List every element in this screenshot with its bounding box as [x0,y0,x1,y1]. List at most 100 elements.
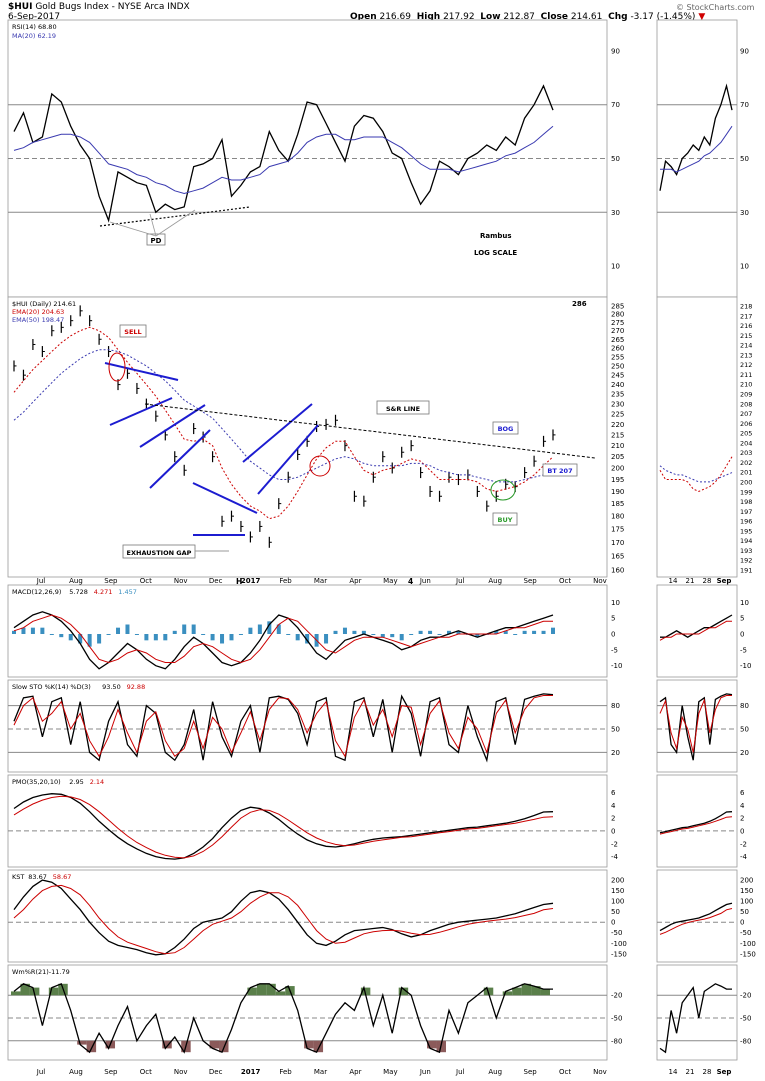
kst-tick-label: -50 [611,929,622,937]
bog-label: BOG [498,425,514,433]
macd-histogram-bar [456,630,461,634]
pmo-tick-label: 6 [611,789,616,797]
price-side-tick-label: 213 [740,351,752,359]
willr-series-wm-r [13,982,553,1054]
reversal-circle [309,455,331,477]
price-tick-label: 195 [611,476,624,484]
price-side-tick-label: 192 [740,557,752,565]
axis-marker-4: 4 [408,577,413,586]
trend-line [109,397,173,426]
pmo-panel-frame [7,774,608,868]
rsi-series-ma-20- [13,125,554,195]
rsi-legend-entry: MA(20) 62.19 [12,32,56,40]
price-tick-label: 200 [611,464,624,472]
price-side-tick-label: 203 [740,449,752,457]
macd-histogram-bar [352,630,357,634]
macd-histogram-bar [220,634,225,644]
price-tick-label: 250 [611,362,624,370]
pmo-series-pmo [13,793,554,860]
willr-oversold-fill [427,1040,437,1049]
open-label: Open [350,12,377,22]
willr-overbought-fill [521,983,532,996]
rsi-legend-entry: RSI(14) 68.80 [12,23,57,31]
macd-histogram-bar [30,627,35,634]
macd-histogram-bar [390,634,395,638]
macd-legend-entry: MACD(12,26,9) [12,588,61,596]
macd-histogram-bar [106,634,111,635]
kst-side-tick-label: 200 [740,877,753,885]
pmo-side-tick-label: -4 [740,853,748,861]
side-x-tick-label: 14 [669,577,678,585]
symbol: $HUI [8,2,33,12]
pmo-tick-label: 0 [611,827,615,835]
x-tick-label: Jul [36,577,46,585]
sto-side-tick-label: 20 [740,749,749,757]
x-tick-label: Feb [279,1068,292,1076]
price-side-tick-label: 212 [740,361,752,369]
macd-histogram-bar [286,634,291,635]
high-value: 217.92 [443,12,475,22]
price-tick-label: 220 [611,421,624,429]
macd-histogram-bar [116,627,121,634]
kst-side-tick-label: -100 [740,940,756,948]
price-side-tick-label: 200 [740,479,752,487]
sto-legend-entry: Slow STO %K(14) %D(3) [12,683,91,691]
kst-series-kst [13,879,554,956]
x-tick-label: Jul [455,1068,465,1076]
rsi-tick-label: 30 [611,209,620,217]
macd-side-tick-label: -5 [740,646,747,654]
price-tick-label: 260 [611,344,624,352]
rsi-side-series [659,83,733,191]
pd-box [146,233,166,246]
price-side-tick-label: 214 [740,342,752,350]
macd-side-tick-label: 0 [740,631,744,639]
macd-histogram-bar [532,630,537,634]
macd-histogram-bar [399,634,404,641]
x-tick-label: May [383,577,397,585]
macd-histogram-bar [380,634,385,638]
macd-histogram-bar [238,634,243,635]
price-tick-label: 225 [611,411,624,419]
kst-legend-entry: KST [12,873,24,881]
rsi-side-tick-label: 30 [740,209,749,217]
close-value: 214.61 [570,12,603,22]
pmo-series-signal [13,795,554,859]
x-tick-label: Aug [488,1068,502,1076]
macd-histogram-bar [371,634,376,635]
macd-tick-label: 10 [611,599,620,607]
willr-overbought-fill [502,991,513,996]
willr-overbought-fill [48,987,59,996]
macd-histogram-bar [333,630,338,634]
chart-title: $HUI Gold Bugs Index - NYSE Arca INDX [8,2,190,12]
pmo-side-series [659,816,733,835]
macd-histogram-bar [295,634,300,641]
macd-histogram-bar [78,634,83,644]
willr-legend-entry: Wm%R(21) [12,968,49,976]
sr-line-label-box [376,400,430,415]
x-tick-label: Nov [593,1068,607,1076]
chg-label: Chg [608,12,628,22]
kst-tick-label: 50 [611,908,620,916]
price-tick-label: 185 [611,500,624,508]
pmo-tick-label: 4 [611,802,616,810]
price-side-frame [656,296,738,578]
price-tick-label: 165 [611,552,624,560]
macd-histogram-bar [134,634,139,635]
log-scale-label: LOG SCALE [474,249,517,257]
kst-side-tick-label: 100 [740,898,753,906]
pmo-tick-label: 2 [611,815,615,823]
macd-histogram-bar [409,634,414,635]
price-side-tick-label: 210 [740,381,752,389]
rsi-side-tick-label: 90 [740,47,749,55]
x-tick-label: Aug [488,577,502,585]
x-tick-label: Mar [314,577,327,585]
macd-histogram-bar [182,624,187,634]
price-side-tick-label: 194 [740,537,752,545]
rsi-side-tick-label: 10 [740,263,749,271]
x-tick-label: Oct [559,577,571,585]
sell-label: SELL [124,328,141,336]
sto-panel-frame [7,679,608,773]
price-side-tick-label: 202 [740,459,752,467]
x-tick-label: Feb [279,577,292,585]
macd-side-series [660,614,733,638]
